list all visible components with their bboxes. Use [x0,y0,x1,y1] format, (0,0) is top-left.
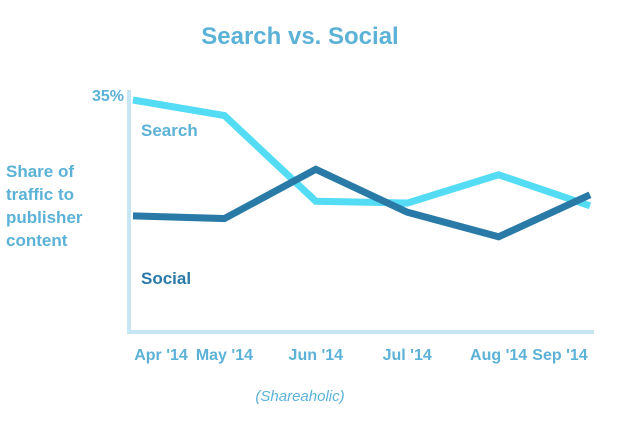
y-axis-label-line: traffic to [6,185,74,204]
x-tick-labels: Apr '14 May '14 Jun '14 Jul '14 Aug '14 Sep '… [134,347,588,364]
x-tick-label: Apr '14 [134,347,188,364]
x-tick-label: Jun '14 [289,347,344,364]
y-axis-label: Share of traffic to publisher content [6,162,83,250]
x-tick-label: May '14 [196,347,253,364]
y-axis-label-line: Share of [6,162,74,181]
y-tick-label: 35% [92,88,124,105]
series-labels: Search Social [141,121,198,288]
x-tick-label: Jul '14 [383,347,432,364]
series-line-social [132,165,592,241]
series-lines [132,96,592,241]
x-tick-label: Aug '14 [470,347,527,364]
series-label-search: Search [141,121,198,140]
y-axis-label-line: publisher [6,208,83,227]
source-note: (Shareaholic) [255,388,344,405]
chart-title: Search vs. Social [201,23,398,50]
y-axis-label-line: content [6,231,68,250]
series-label-social: Social [141,269,191,288]
series-line-search [132,96,592,210]
x-tick-label: Sep '14 [532,347,587,364]
